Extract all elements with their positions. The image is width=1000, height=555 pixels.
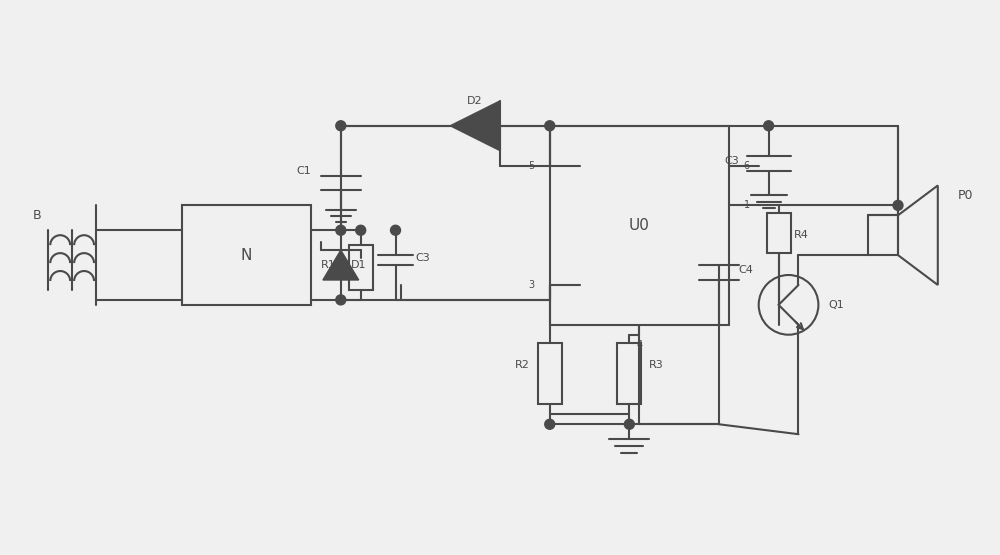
Text: C4: C4: [739, 265, 754, 275]
Circle shape: [545, 419, 555, 429]
Text: R3: R3: [649, 360, 664, 370]
Circle shape: [391, 225, 401, 235]
Circle shape: [336, 121, 346, 131]
Circle shape: [893, 200, 903, 210]
Bar: [182, 205, 311, 305]
Text: 6: 6: [744, 160, 750, 170]
Text: D2: D2: [467, 96, 483, 106]
Polygon shape: [323, 250, 359, 280]
Circle shape: [336, 295, 346, 305]
Circle shape: [764, 121, 774, 131]
Bar: [767, 213, 791, 253]
Text: C3: C3: [724, 155, 739, 165]
Text: 1: 1: [744, 200, 750, 210]
Bar: [349, 245, 373, 290]
Text: R1: R1: [321, 260, 336, 270]
Text: U0: U0: [629, 218, 650, 233]
Text: D1: D1: [351, 260, 366, 270]
Text: 5: 5: [529, 160, 535, 170]
Text: C3: C3: [415, 253, 430, 263]
Circle shape: [624, 419, 634, 429]
Bar: [538, 342, 562, 405]
Text: C1: C1: [296, 165, 311, 175]
Polygon shape: [450, 101, 500, 150]
Text: R4: R4: [794, 230, 808, 240]
Text: 3: 3: [529, 280, 535, 290]
Text: N: N: [241, 248, 252, 263]
Circle shape: [336, 225, 346, 235]
Circle shape: [545, 121, 555, 131]
Text: R2: R2: [515, 360, 530, 370]
Circle shape: [356, 225, 366, 235]
Text: 4: 4: [636, 340, 642, 350]
Text: Q1: Q1: [828, 300, 844, 310]
Text: P0: P0: [958, 189, 973, 202]
Bar: [550, 126, 729, 325]
Bar: [617, 342, 641, 405]
Text: B: B: [33, 209, 42, 222]
Bar: [868, 215, 898, 255]
